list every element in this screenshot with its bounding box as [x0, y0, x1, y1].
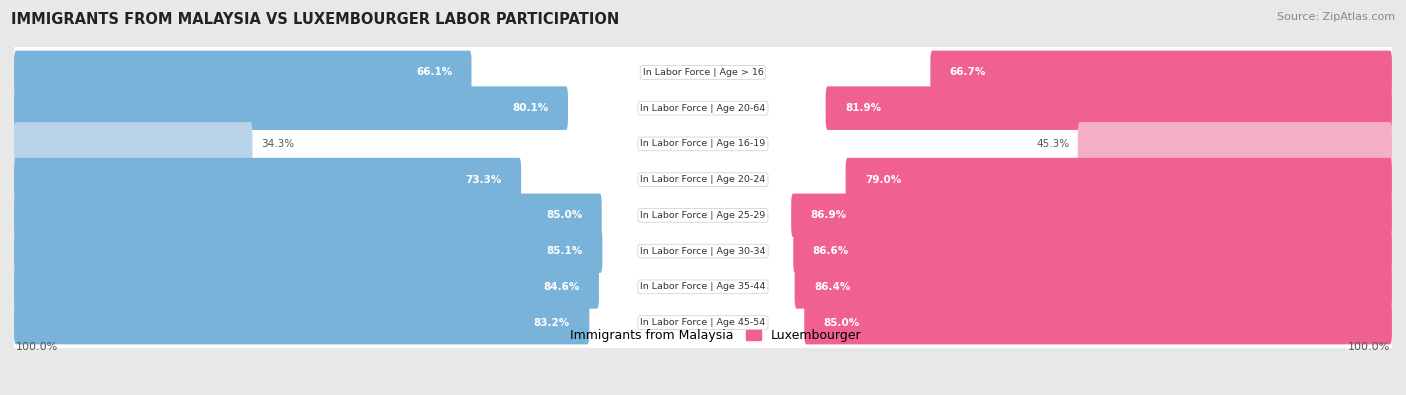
Text: 84.6%: 84.6% [543, 282, 579, 292]
Text: 80.1%: 80.1% [512, 103, 548, 113]
FancyBboxPatch shape [14, 294, 1392, 351]
Text: In Labor Force | Age 35-44: In Labor Force | Age 35-44 [640, 282, 766, 292]
FancyBboxPatch shape [14, 116, 1392, 172]
Text: In Labor Force | Age 16-19: In Labor Force | Age 16-19 [640, 139, 766, 149]
FancyBboxPatch shape [14, 87, 568, 130]
FancyBboxPatch shape [14, 194, 602, 237]
Text: 73.3%: 73.3% [465, 175, 502, 184]
FancyBboxPatch shape [794, 265, 1392, 308]
FancyBboxPatch shape [14, 44, 1392, 101]
Text: 81.9%: 81.9% [845, 103, 882, 113]
Text: 79.0%: 79.0% [865, 175, 901, 184]
FancyBboxPatch shape [793, 229, 1392, 273]
Text: 100.0%: 100.0% [1347, 342, 1391, 352]
Text: 85.1%: 85.1% [547, 246, 583, 256]
Text: 66.7%: 66.7% [949, 68, 986, 77]
Text: 83.2%: 83.2% [534, 318, 569, 327]
FancyBboxPatch shape [804, 301, 1392, 344]
Text: 85.0%: 85.0% [824, 318, 860, 327]
FancyBboxPatch shape [1078, 122, 1392, 166]
Text: 86.4%: 86.4% [814, 282, 851, 292]
Text: IMMIGRANTS FROM MALAYSIA VS LUXEMBOURGER LABOR PARTICIPATION: IMMIGRANTS FROM MALAYSIA VS LUXEMBOURGER… [11, 12, 620, 27]
Text: 85.0%: 85.0% [546, 211, 582, 220]
FancyBboxPatch shape [14, 229, 602, 273]
FancyBboxPatch shape [14, 187, 1392, 244]
Text: 86.9%: 86.9% [810, 211, 846, 220]
Text: In Labor Force | Age 20-64: In Labor Force | Age 20-64 [640, 103, 766, 113]
FancyBboxPatch shape [14, 223, 1392, 279]
Text: In Labor Force | Age 45-54: In Labor Force | Age 45-54 [640, 318, 766, 327]
FancyBboxPatch shape [931, 51, 1392, 94]
FancyBboxPatch shape [14, 158, 522, 201]
Text: In Labor Force | Age 20-24: In Labor Force | Age 20-24 [640, 175, 766, 184]
FancyBboxPatch shape [825, 87, 1392, 130]
FancyBboxPatch shape [14, 259, 1392, 315]
FancyBboxPatch shape [14, 151, 1392, 208]
FancyBboxPatch shape [14, 265, 599, 308]
FancyBboxPatch shape [14, 80, 1392, 136]
FancyBboxPatch shape [14, 122, 253, 166]
Text: In Labor Force | Age > 16: In Labor Force | Age > 16 [643, 68, 763, 77]
Text: Source: ZipAtlas.com: Source: ZipAtlas.com [1277, 12, 1395, 22]
FancyBboxPatch shape [14, 301, 589, 344]
Text: 45.3%: 45.3% [1036, 139, 1070, 149]
Text: In Labor Force | Age 25-29: In Labor Force | Age 25-29 [640, 211, 766, 220]
Text: 100.0%: 100.0% [15, 342, 59, 352]
Text: 34.3%: 34.3% [260, 139, 294, 149]
Text: 66.1%: 66.1% [416, 68, 453, 77]
Text: 86.6%: 86.6% [813, 246, 849, 256]
FancyBboxPatch shape [792, 194, 1392, 237]
Text: In Labor Force | Age 30-34: In Labor Force | Age 30-34 [640, 246, 766, 256]
FancyBboxPatch shape [845, 158, 1392, 201]
FancyBboxPatch shape [14, 51, 471, 94]
Legend: Immigrants from Malaysia, Luxembourger: Immigrants from Malaysia, Luxembourger [540, 324, 866, 347]
